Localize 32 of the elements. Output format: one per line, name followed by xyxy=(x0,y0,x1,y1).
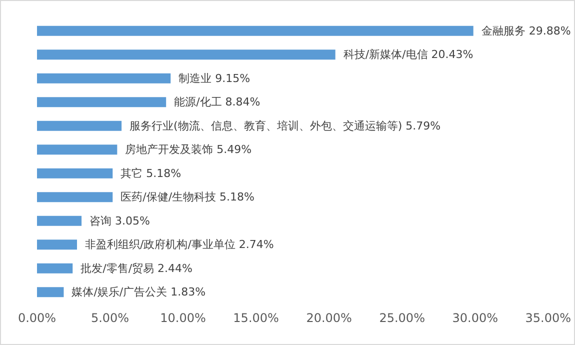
category-label: 能源/化工 8.84% xyxy=(174,96,260,109)
category-label: 咨询 3.05% xyxy=(90,214,150,228)
bar xyxy=(37,216,82,226)
category-label: 媒体/娱乐/广告公关 1.83% xyxy=(72,286,206,299)
x-tick-label: 30.00% xyxy=(452,311,498,325)
bar xyxy=(37,192,113,202)
bar xyxy=(37,26,474,36)
category-label: 医药/保健/生物科技 5.18% xyxy=(120,190,255,204)
category-label: 科技/新媒体/电信 20.43% xyxy=(343,48,474,62)
bar xyxy=(37,263,73,274)
x-tick-label: 15.00% xyxy=(233,311,279,325)
x-tick-label: 10.00% xyxy=(160,311,206,325)
x-tick-label: 25.00% xyxy=(379,311,425,325)
x-tick-label: 5.00% xyxy=(90,311,130,325)
bar xyxy=(37,50,336,60)
x-tick-label: 20.00% xyxy=(306,311,352,325)
category-label: 非盈利组织/政府机构/事业单位 2.74% xyxy=(85,238,274,252)
category-label: 其它 5.18% xyxy=(120,166,182,180)
x-tick-label: 0.00% xyxy=(18,311,56,325)
bar xyxy=(37,73,171,84)
category-label: 房地产开发及装饰 5.49% xyxy=(125,143,252,156)
bar xyxy=(37,144,118,155)
category-label: 金融服务 29.88% xyxy=(481,24,571,38)
bar xyxy=(37,168,113,178)
bar xyxy=(37,97,166,108)
category-label: 服务行业(物流、信息、教育、培训、外包、交通运输等) 5.79% xyxy=(130,119,441,132)
bar xyxy=(37,287,64,298)
x-tick-label: 35.00% xyxy=(525,311,572,325)
category-label: 制造业 9.15% xyxy=(178,72,250,85)
bar xyxy=(37,240,78,250)
category-label: 批发/零售/贸易 2.44% xyxy=(80,262,192,275)
bar xyxy=(37,120,122,131)
